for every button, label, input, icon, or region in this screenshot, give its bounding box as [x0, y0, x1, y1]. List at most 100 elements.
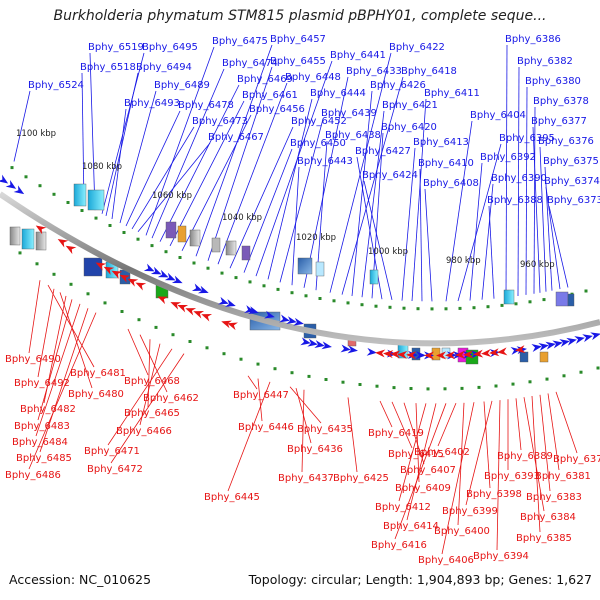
forward-gene-arrow [13, 185, 25, 195]
reverse-gene-connector [531, 395, 541, 533]
forward-gene-arrow [340, 344, 351, 353]
forward-gene-label: Bphy_6439 [321, 108, 377, 119]
forward-gene-connector [505, 44, 508, 298]
reverse-gene-connector [28, 312, 97, 470]
position-tick-label: 1040 kbp [222, 213, 262, 223]
forward-gene-label: Bphy_6377 [531, 116, 587, 127]
position-tick-label: 960 kbp [520, 260, 555, 270]
forward-gene-connector [13, 90, 31, 162]
forward-gene-label: Bphy_6441 [330, 50, 386, 61]
forward-gene-connector [111, 108, 127, 220]
track-marker [562, 374, 566, 378]
forward-gene-label: Bphy_6433 [346, 66, 402, 77]
feature-boxes [9, 183, 575, 365]
reverse-gene-label: Bphy_6436 [287, 444, 343, 455]
reverse-gene-arrow [436, 351, 447, 360]
track-marker [430, 307, 434, 311]
forward-gene-label: Bphy_6524 [28, 80, 84, 91]
gene-feature-box [315, 261, 325, 277]
reverse-gene-connector [403, 402, 425, 465]
forward-gene-arrow [197, 285, 209, 294]
forward-gene-connector [303, 76, 349, 288]
reverse-gene-arrow [193, 311, 205, 319]
reverse-gene-label: Bphy_6471 [84, 446, 140, 457]
forward-gene-label: Bphy_6374 [544, 176, 600, 187]
forward-gene-arrow [347, 345, 358, 354]
reverse-gene-label: Bphy_6435 [297, 424, 353, 435]
reverse-gene-connector [39, 308, 89, 453]
track-marker [458, 306, 462, 310]
track-marker [248, 280, 252, 284]
reverse-gene-label: Bphy_6462 [143, 393, 199, 404]
track-marker [206, 266, 210, 270]
forward-gene-arrow [590, 332, 600, 341]
track-marker [150, 244, 154, 248]
forward-gene-label: Bphy_6422 [389, 42, 445, 53]
reverse-gene-label: Bphy_6414 [383, 521, 439, 532]
reverse-gene-arrow [473, 349, 484, 358]
reverse-gene-connector [483, 401, 491, 489]
forward-gene-arrow [0, 174, 9, 184]
reverse-gene-arrow [397, 350, 408, 359]
reverse-gene-label: Bphy_6385 [516, 533, 572, 544]
forward-gene-connector [105, 72, 139, 216]
track-marker [290, 291, 294, 295]
forward-gene-arrow [307, 338, 318, 347]
reverse-gene-label: Bphy_6406 [418, 555, 474, 566]
gene-feature-box [9, 226, 21, 246]
forward-gene-connector [81, 72, 85, 205]
forward-gene-connector [217, 82, 288, 265]
forward-gene-connector [279, 118, 324, 283]
position-tick-label: 1100 kbp [16, 129, 56, 139]
forward-gene-arrow [225, 299, 236, 307]
reverse-gene-label: Bphy_6400 [434, 526, 490, 537]
reverse-gene-connector [127, 328, 149, 376]
track-marker [276, 287, 280, 291]
reverse-gene-connector [35, 303, 81, 437]
forward-gene-label: Bphy_6411 [424, 88, 480, 99]
forward-gene-arrow [574, 336, 585, 344]
track-marker [402, 306, 406, 310]
reverse-gene-label: Bphy_6484 [12, 437, 68, 448]
gene-feature-box [519, 351, 529, 363]
reverse-gene-arrow [390, 350, 401, 359]
forward-gene-arrow [300, 337, 311, 346]
reverse-gene-arrow [375, 349, 386, 358]
gene-feature-box [21, 228, 35, 250]
reverse-gene-connector [257, 378, 263, 422]
track-marker [178, 256, 182, 259]
forward-gene-label: Bphy_6493 [124, 98, 180, 109]
reverse-gene-label: Bphy_6465 [124, 408, 180, 419]
reverse-gene-arrow [221, 320, 233, 329]
forward-gene-arrow [191, 283, 203, 291]
gene-feature-box [177, 225, 187, 243]
forward-gene-connector [469, 162, 483, 301]
forward-gene-label: Bphy_6390 [491, 173, 547, 184]
reverse-gene-arrow [445, 351, 456, 360]
forward-gene-arrow [531, 344, 542, 352]
reverse-gene-connector [398, 403, 427, 502]
reverse-gene-connector [465, 400, 493, 506]
reverse-gene-label: Bphy_6381 [535, 471, 591, 482]
reverse-gene-connector [28, 280, 41, 354]
track-marker [494, 384, 498, 388]
track-marker [220, 271, 224, 275]
track-marker [164, 250, 168, 254]
forward-gene-connector [361, 110, 385, 298]
forward-gene-connector [119, 90, 157, 224]
forward-gene-connector [89, 52, 96, 211]
reverse-gene-arrow [65, 245, 77, 255]
forward-gene-arrow [164, 272, 176, 281]
forward-gene-connector [548, 205, 569, 288]
forward-gene-connector [255, 60, 333, 277]
track-marker [290, 371, 294, 375]
forward-gene-arrow [143, 263, 155, 272]
track-marker [477, 385, 481, 389]
position-tick-label: 1060 kbp [152, 191, 192, 201]
forward-gene-label: Bphy_6380 [525, 76, 581, 87]
track-marker [426, 387, 430, 391]
track-marker [262, 284, 266, 288]
track-markers [10, 166, 600, 391]
track-marker [222, 352, 226, 356]
reverse-gene-connector [391, 401, 413, 449]
